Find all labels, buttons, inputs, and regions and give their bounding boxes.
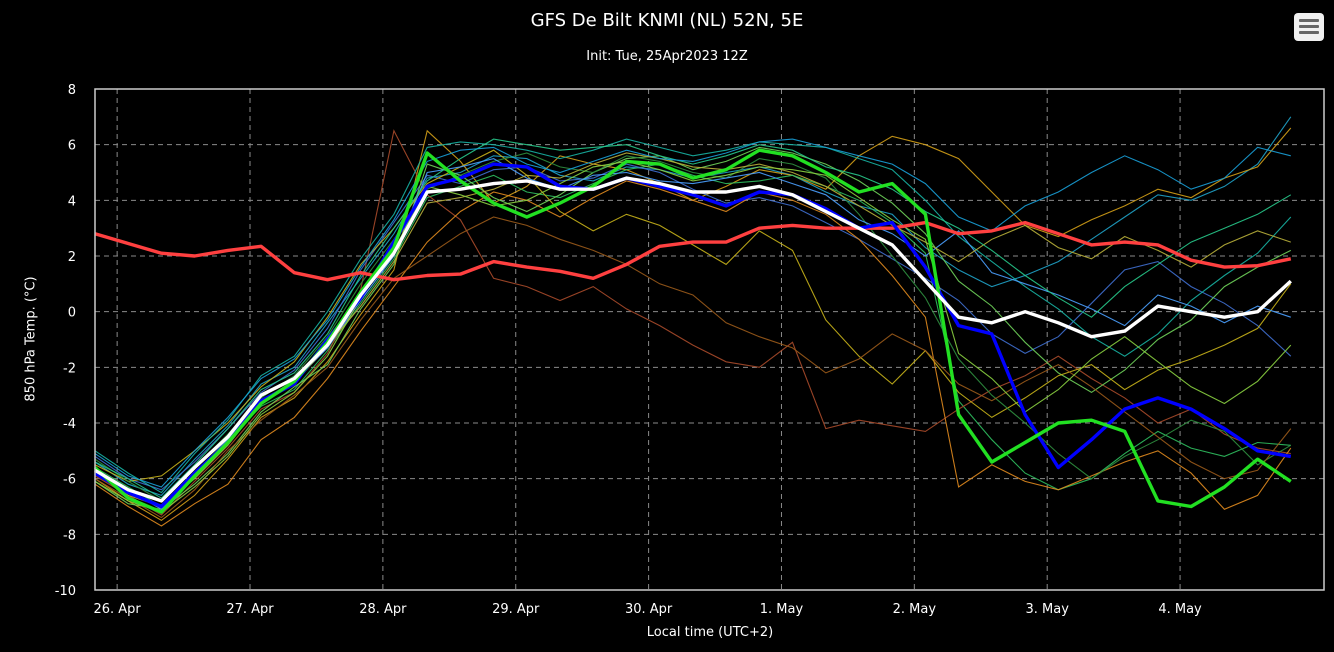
ensemble-member-line bbox=[94, 152, 1291, 508]
y-axis-label: 850 hPa Temp. (°C) bbox=[23, 276, 39, 402]
chart-title: GFS De Bilt KNMI (NL) 52N, 5E bbox=[530, 10, 804, 31]
control-run-line bbox=[94, 162, 1292, 509]
grid bbox=[95, 89, 1324, 590]
x-tick-label: 29. Apr bbox=[492, 602, 540, 617]
hamburger-menu-icon bbox=[1299, 19, 1319, 22]
y-axis-ticks: -10 -8 -6 -4 -2 0 2 4 6 8 bbox=[55, 83, 76, 599]
ensemble-mean-line bbox=[94, 176, 1292, 503]
operational-run-line bbox=[93, 148, 1292, 514]
chart-menu-button[interactable] bbox=[1294, 13, 1324, 41]
y-tick-label: -2 bbox=[63, 361, 76, 376]
x-tick-label: 30. Apr bbox=[625, 602, 673, 617]
ensemble-member-line bbox=[94, 129, 1291, 516]
x-axis-label: Local time (UTC+2) bbox=[646, 625, 774, 640]
y-tick-label: -4 bbox=[63, 417, 76, 432]
x-tick-label: 2. May bbox=[893, 602, 937, 617]
plot-border bbox=[94, 88, 1325, 591]
climate-mean-line bbox=[94, 220, 1292, 282]
y-tick-label: 0 bbox=[68, 306, 76, 321]
ensemble-member-line bbox=[94, 160, 1292, 513]
main-series bbox=[93, 148, 1292, 514]
ensemble-member-line bbox=[94, 180, 1292, 527]
ensemble-member-line bbox=[94, 216, 1292, 519]
y-tick-label: -6 bbox=[63, 473, 76, 488]
ensemble-member-line bbox=[94, 146, 1292, 510]
ensemble-member-line bbox=[94, 116, 1292, 497]
ensemble-member-line bbox=[94, 138, 1291, 488]
hamburger-menu-icon-line bbox=[1299, 31, 1319, 34]
x-tick-label: 3. May bbox=[1025, 602, 1069, 617]
x-axis-ticks: 26. Apr 27. Apr 28. Apr 29. Apr 30. Apr 1. Ma… bbox=[93, 602, 1202, 617]
ensemble-member-line bbox=[94, 127, 1292, 522]
y-tick-label: -8 bbox=[63, 528, 76, 543]
x-tick-label: 1. May bbox=[760, 602, 804, 617]
y-tick-label: 6 bbox=[68, 139, 76, 154]
ensemble-member-line bbox=[94, 149, 1292, 482]
x-tick-label: 26. Apr bbox=[93, 602, 141, 617]
ensemble-member-line bbox=[94, 163, 1292, 491]
y-tick-label: -10 bbox=[55, 584, 76, 599]
chart-subtitle: Init: Tue, 25Apr2023 12Z bbox=[586, 49, 748, 64]
y-tick-label: 8 bbox=[68, 83, 76, 98]
ensemble-member-line bbox=[94, 138, 1292, 499]
x-tick-label: 4. May bbox=[1158, 602, 1202, 617]
y-tick-label: 4 bbox=[68, 194, 76, 209]
ensemble-member-line bbox=[94, 152, 1292, 502]
ensemble-member-line bbox=[94, 163, 1291, 508]
y-tick-label: 2 bbox=[68, 250, 76, 265]
x-tick-label: 28. Apr bbox=[359, 602, 407, 617]
x-tick-label: 27. Apr bbox=[226, 602, 274, 617]
hamburger-menu-icon-line bbox=[1299, 25, 1319, 28]
